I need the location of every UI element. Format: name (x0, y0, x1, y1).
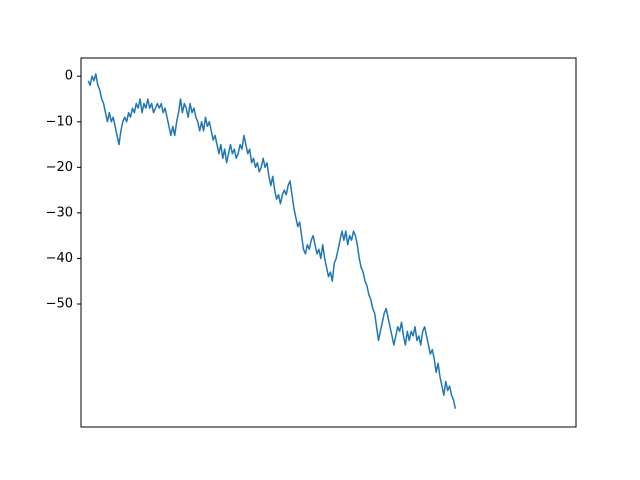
y-tick-label: −10 (46, 114, 73, 129)
y-tick-label: 0 (65, 69, 73, 84)
y-tick-label: −50 (46, 297, 73, 312)
y-axis-ticks: 0 −10 −20 −30 −40 −50 (46, 69, 81, 312)
series-layer (87, 73, 457, 409)
axes-frame (80, 57, 577, 428)
y-tick-label: −30 (46, 205, 73, 220)
series-line-0 (87, 73, 457, 409)
y-tick-label: −40 (46, 251, 73, 266)
plot-area (81, 58, 576, 427)
y-tick-label: −20 (46, 160, 73, 175)
